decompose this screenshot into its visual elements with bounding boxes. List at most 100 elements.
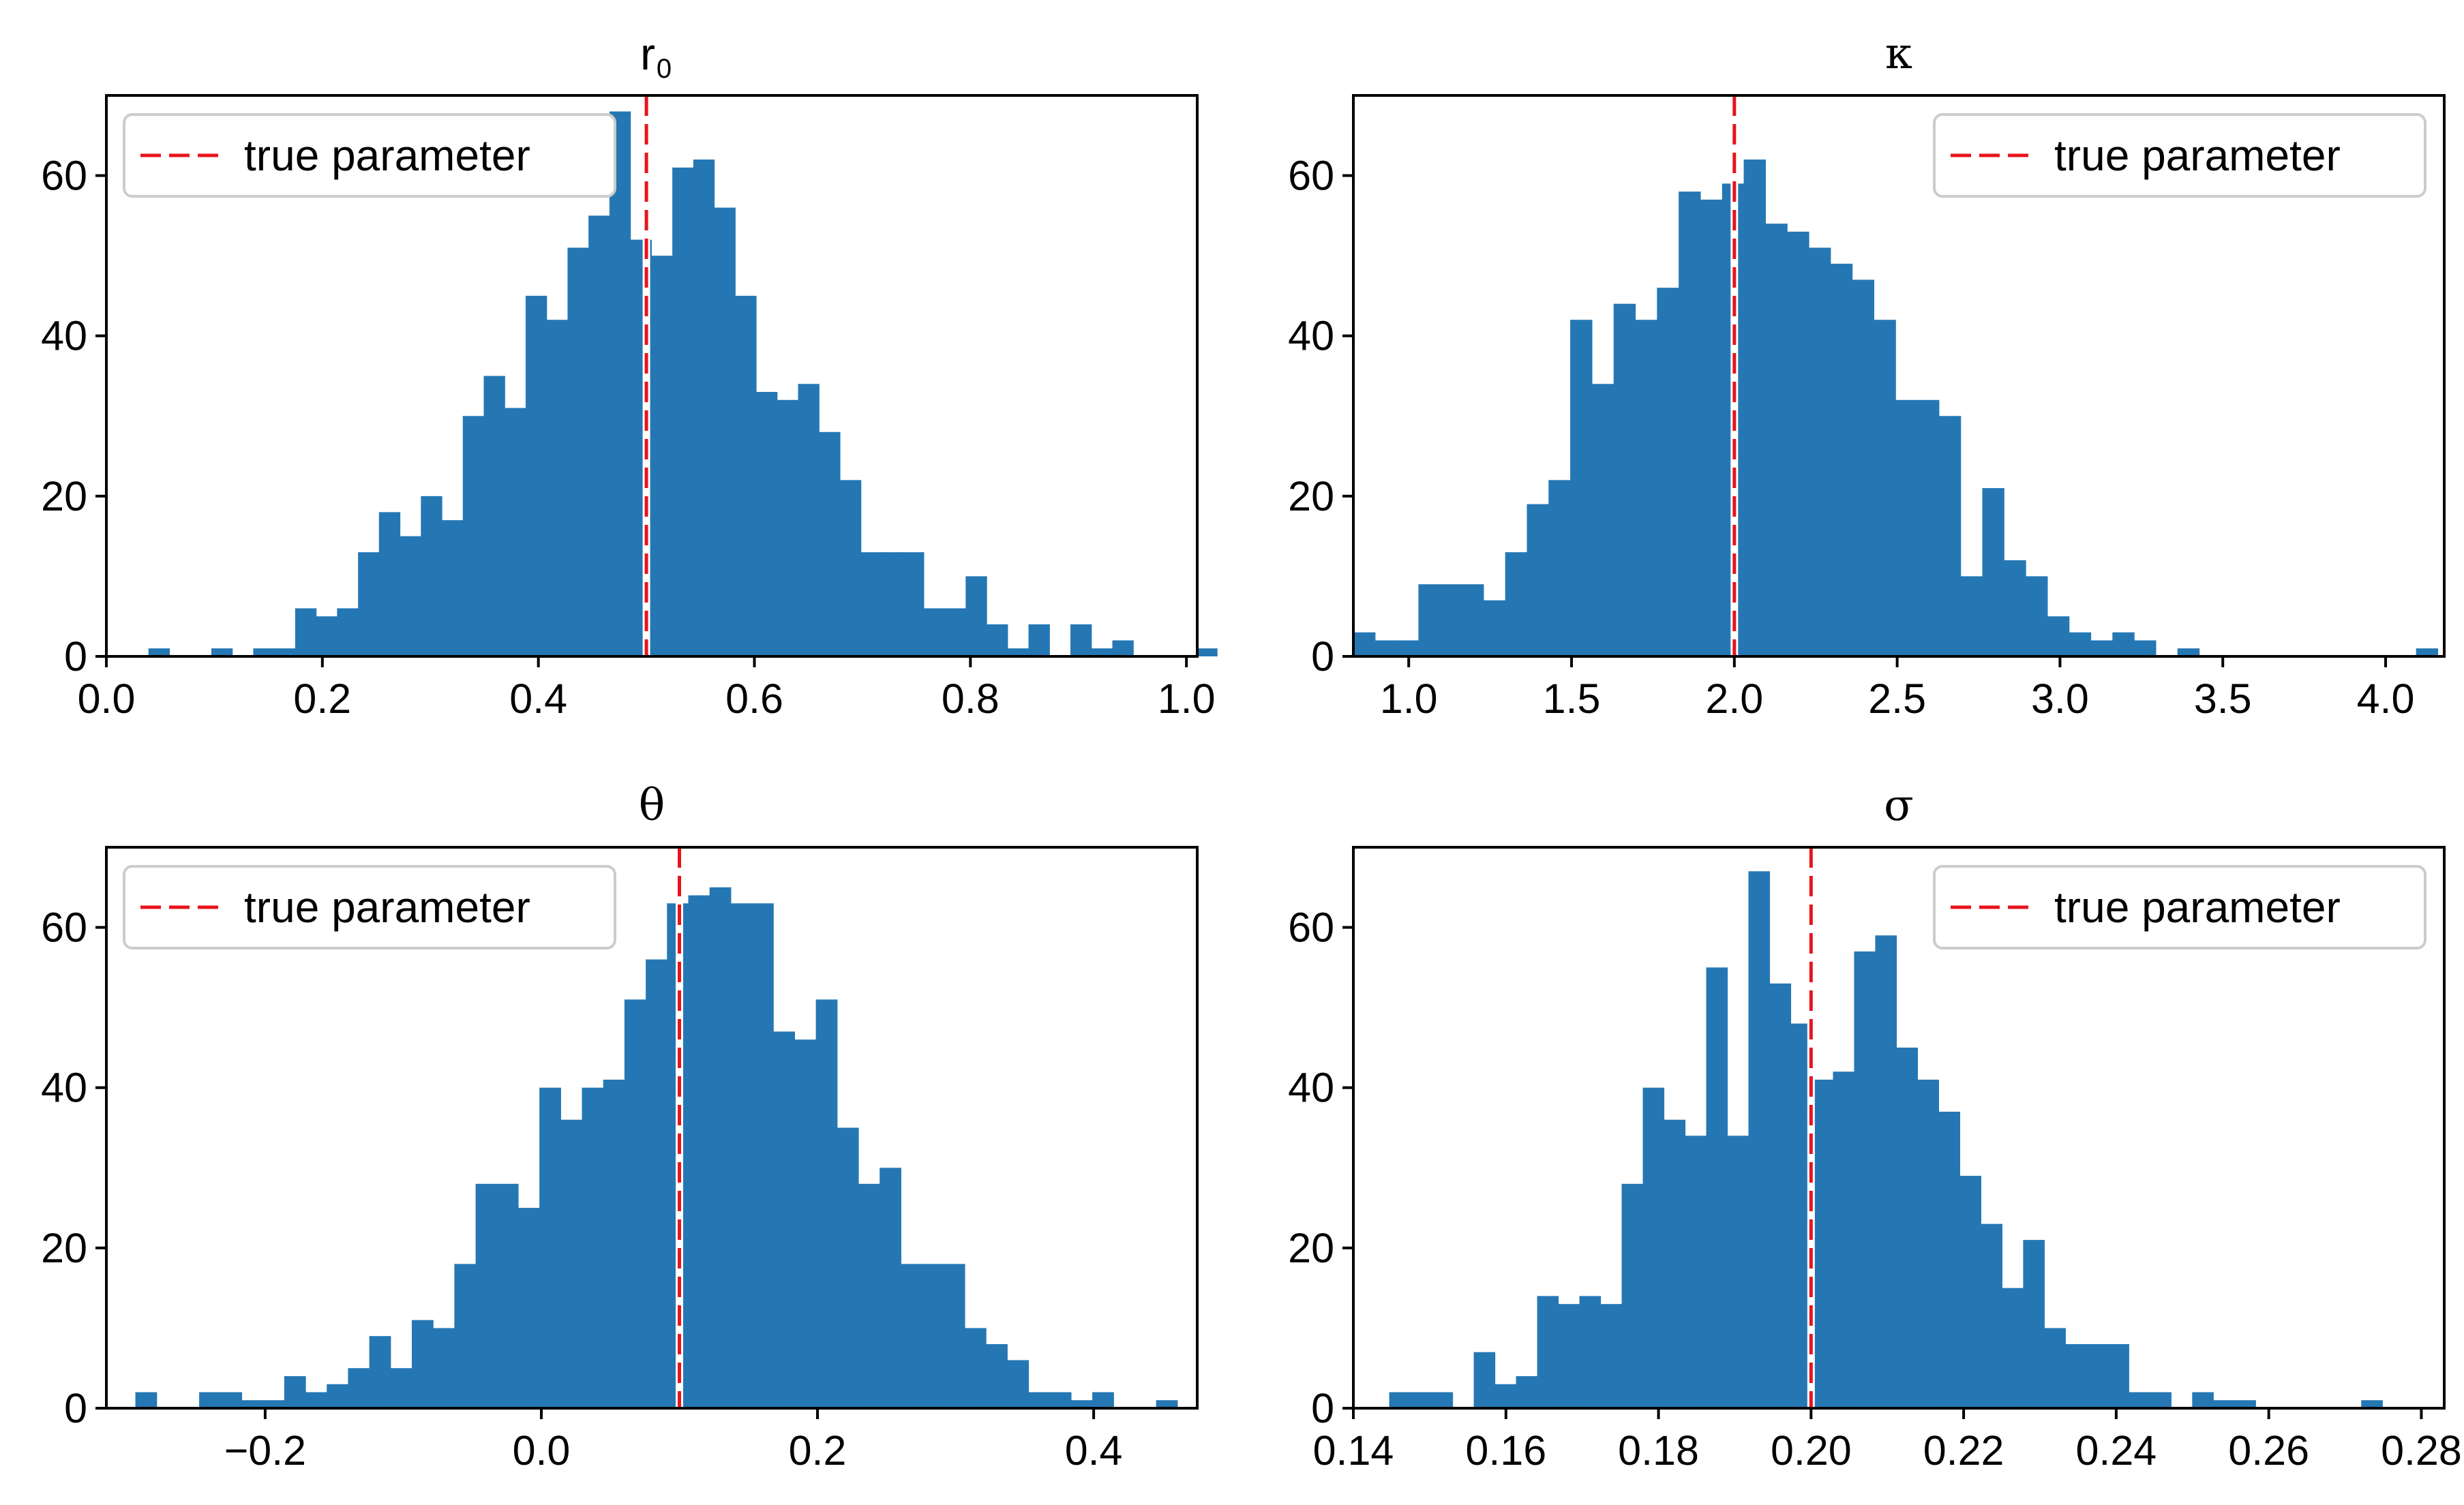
- chart-panel-1: 1.0 1.5 2.0 2.5 3.0 3.5 4.0 0 20 40 60 κ true parame…: [1288, 29, 2446, 722]
- histogram-bar: [1070, 1400, 1093, 1408]
- histogram-bar: [1091, 648, 1113, 656]
- histogram-bar: [923, 608, 946, 656]
- histogram-bar: [2090, 640, 2113, 656]
- histogram-bar: [2002, 1288, 2024, 1408]
- histogram-bar: [539, 1087, 561, 1408]
- histogram-bar: [858, 1183, 880, 1408]
- histogram-bar: [839, 480, 862, 656]
- histogram-bar: [1706, 967, 1728, 1408]
- y-tick-label: 0: [64, 633, 87, 680]
- x-tick-label: 3.5: [2194, 675, 2252, 722]
- histogram-bar: [819, 431, 841, 656]
- histogram-bar: [1548, 480, 1571, 656]
- histogram-bar: [1769, 983, 1792, 1408]
- x-tick-label: 0.26: [2228, 1427, 2309, 1474]
- histogram-bar: [1830, 263, 1853, 656]
- histogram-bar: [253, 648, 275, 656]
- histogram-bar: [882, 552, 903, 656]
- histogram-bar: [752, 903, 774, 1408]
- histogram-bar: [148, 648, 170, 656]
- x-tick-label: 0.2: [789, 1427, 847, 1474]
- histogram-bar: [609, 111, 631, 656]
- y-tick-label: 40: [1288, 1065, 1334, 1111]
- histogram-bar: [284, 1375, 306, 1408]
- histogram-bar: [337, 608, 359, 656]
- histogram-bar: [2069, 632, 2092, 656]
- x-tick-label: 3.0: [2031, 675, 2089, 722]
- histogram-bar: [1664, 1119, 1686, 1408]
- histogram-bar: [986, 1343, 1008, 1408]
- y-tick-label: 40: [41, 1065, 87, 1111]
- histogram-bar: [1537, 1296, 1559, 1408]
- histogram-bar: [693, 159, 715, 656]
- legend-box: [1933, 865, 2427, 949]
- histogram-bar: [1621, 1183, 1644, 1408]
- histogram-bar: [903, 552, 925, 656]
- legend-label: true parameter: [2054, 131, 2341, 180]
- histogram-bar: [582, 1087, 604, 1408]
- legend: true parameter: [123, 865, 616, 949]
- histogram-bar: [1558, 1304, 1580, 1408]
- histogram-bar: [1982, 488, 2004, 656]
- y-tick-label: 20: [41, 1225, 87, 1271]
- x-tick-label: 2.5: [1868, 675, 1926, 722]
- histogram-bar: [1418, 584, 1441, 656]
- histogram-bar: [1727, 1136, 1749, 1408]
- histogram-bar: [274, 648, 296, 656]
- y-tick-label: 20: [1288, 473, 1334, 519]
- histogram-bar: [2065, 1343, 2087, 1408]
- histogram-bar: [2150, 1392, 2172, 1408]
- histogram-bar: [624, 999, 646, 1408]
- x-tick-label: 0.28: [2381, 1427, 2462, 1474]
- legend: true parameter: [1933, 113, 2427, 198]
- histogram-bar: [1938, 1111, 1960, 1408]
- legend-label: true parameter: [244, 883, 530, 932]
- histogram-bar: [965, 576, 987, 656]
- histogram-bar: [944, 608, 966, 656]
- histogram-bars: [1389, 871, 2383, 1408]
- histogram-bar: [901, 1264, 923, 1408]
- y-tick-label: 60: [1288, 153, 1334, 199]
- histogram-bar: [1685, 1136, 1707, 1408]
- histogram-bar: [2026, 576, 2048, 656]
- histogram-bar: [714, 207, 736, 657]
- histogram-bar: [1007, 1360, 1030, 1408]
- histogram-bar: [1410, 1392, 1432, 1408]
- histogram-bar: [462, 416, 485, 656]
- histogram-bar: [1808, 247, 1831, 656]
- histogram-bar: [943, 1264, 965, 1408]
- x-tick-label: 0.16: [1465, 1427, 1546, 1474]
- histogram-bar: [1591, 384, 1614, 656]
- histogram-bar: [1852, 279, 1875, 656]
- histogram-bar: [588, 215, 610, 656]
- histogram-bar: [1938, 416, 1962, 656]
- legend: true parameter: [1933, 865, 2427, 949]
- histogram-bar: [2416, 648, 2439, 656]
- y-tick-label: 60: [41, 153, 87, 199]
- histogram-bar: [730, 903, 753, 1408]
- x-tick-label: 0.4: [509, 675, 567, 722]
- histogram-bar: [1743, 159, 1766, 656]
- histogram-bar: [1895, 399, 1918, 656]
- histogram-bar: [1748, 871, 1771, 1408]
- histogram-bar: [1896, 1047, 1919, 1408]
- axes-frame: [1352, 846, 2446, 1410]
- chart-title: r: [640, 29, 655, 79]
- histogram-bar: [1657, 288, 1679, 656]
- histogram-bar: [1959, 1176, 1981, 1408]
- x-tick-label: 2.0: [1705, 675, 1763, 722]
- histogram-bar: [922, 1264, 944, 1408]
- histogram-bar: [1494, 1384, 1517, 1408]
- histogram-bar: [1028, 1392, 1051, 1408]
- histogram-bar: [1812, 1079, 1834, 1408]
- histogram-bar: [1600, 1304, 1623, 1408]
- histogram-bar: [241, 1400, 264, 1408]
- histogram-bar: [1765, 224, 1788, 656]
- y-tick-label: 0: [1311, 633, 1334, 680]
- legend-box: [1933, 113, 2427, 198]
- histogram-bar: [262, 1400, 285, 1408]
- histogram-bars: [148, 111, 1218, 657]
- histogram-bar: [1353, 632, 1376, 656]
- histogram-bar: [798, 384, 820, 656]
- legend: true parameter: [123, 113, 616, 198]
